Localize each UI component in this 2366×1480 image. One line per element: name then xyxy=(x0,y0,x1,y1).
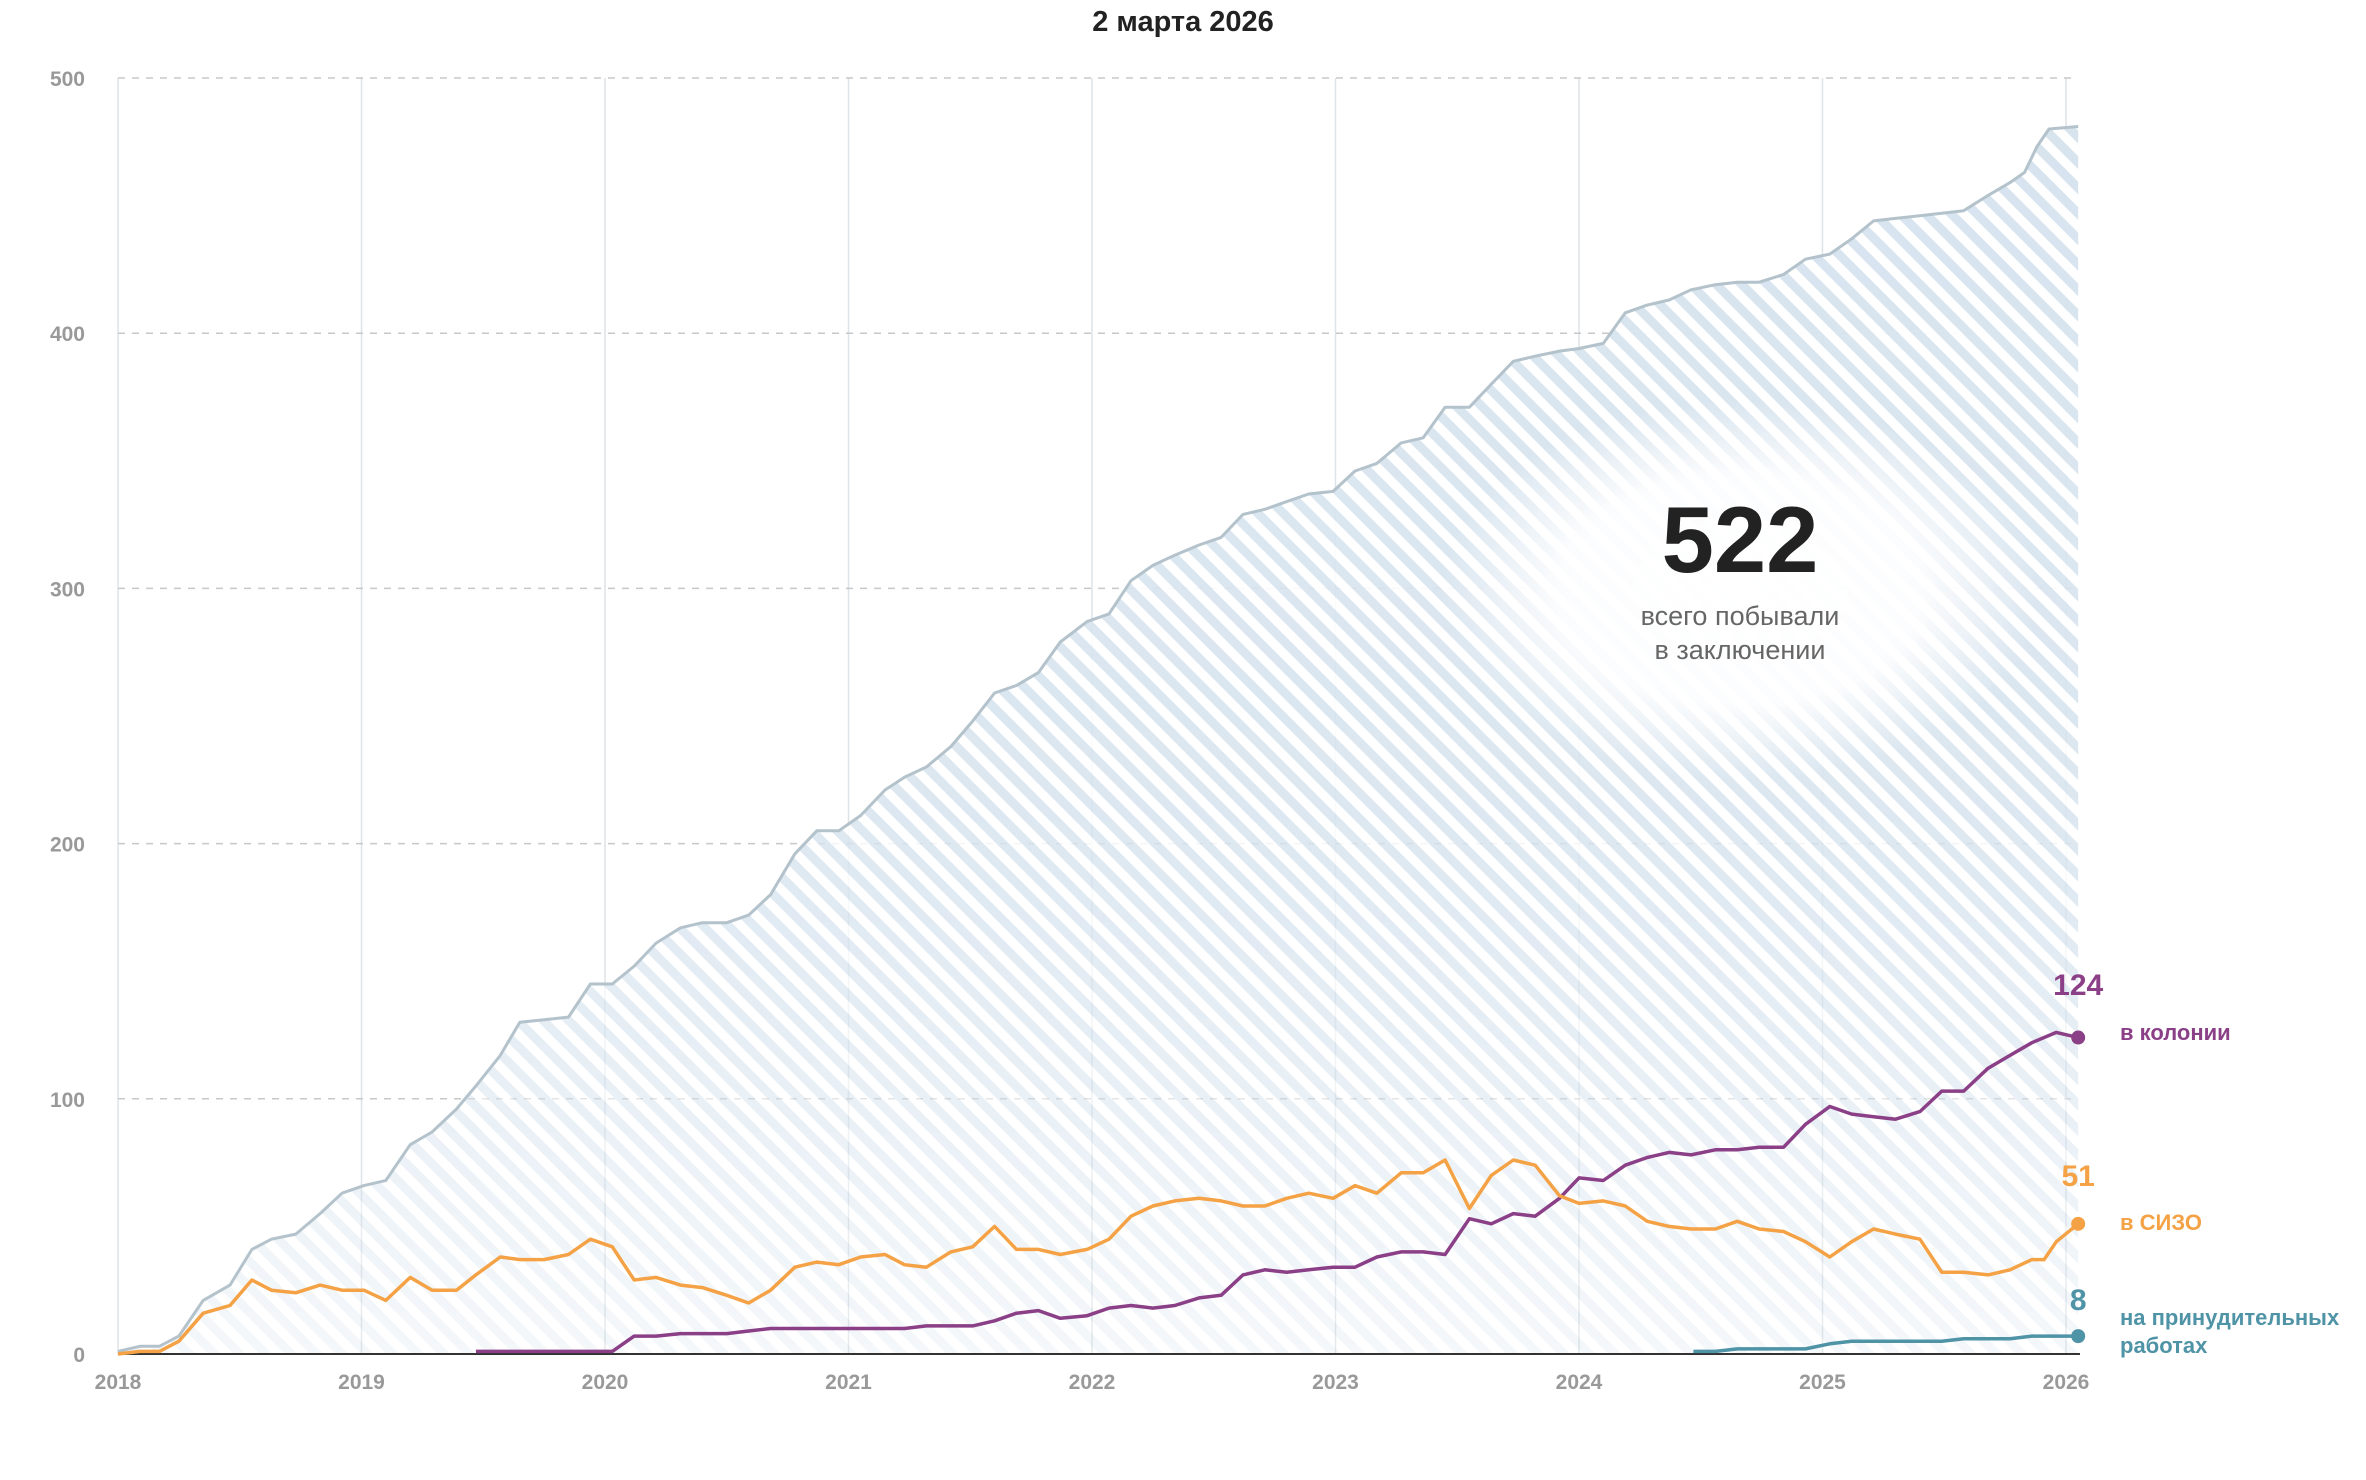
series-end-value: 51 xyxy=(2061,1160,2094,1193)
series-line-1 xyxy=(475,1030,2079,1354)
x-tick-label: 2024 xyxy=(1556,1371,1603,1394)
total-annotation-line1: всего побывали xyxy=(1641,601,1840,631)
series-end-dot xyxy=(2071,1216,2086,1231)
x-tick-label: 2026 xyxy=(2043,1371,2090,1394)
y-tick-label: 500 xyxy=(50,68,85,91)
chart-title: 2 марта 2026 xyxy=(1092,6,1274,38)
y-tick-label: 100 xyxy=(50,1089,85,1112)
series-line-2 xyxy=(117,1158,2080,1356)
x-tick-label: 2022 xyxy=(1069,1371,1116,1394)
series-end-dot xyxy=(2071,1030,2086,1045)
y-tick-label: 0 xyxy=(73,1344,85,1367)
y-tick-label: 400 xyxy=(50,323,85,346)
total-annotation-value: 522 xyxy=(1662,487,1819,592)
series-line-3 xyxy=(1693,1334,2079,1354)
x-tick-label: 2018 xyxy=(95,1371,142,1394)
series-end-dot xyxy=(2071,1329,2086,1344)
annotation-glow xyxy=(1440,400,2040,780)
x-tick-label: 2023 xyxy=(1312,1371,1359,1394)
series-name-label: на принудительных xyxy=(2120,1305,2340,1330)
x-tick-label: 2021 xyxy=(825,1371,872,1394)
x-tick-label: 2025 xyxy=(1799,1371,1846,1394)
y-tick-label: 300 xyxy=(50,578,85,601)
x-tick-label: 2020 xyxy=(582,1371,629,1394)
total-annotation-line2: в заключении xyxy=(1655,635,1826,665)
series-name-label: работах xyxy=(2120,1333,2208,1358)
series-end-value: 124 xyxy=(2053,969,2103,1002)
series-end-value: 8 xyxy=(2070,1284,2087,1317)
series-line-0 xyxy=(117,125,2079,1353)
y-tick-label: 200 xyxy=(50,834,85,857)
series-name-label: в колонии xyxy=(2120,1020,2231,1045)
x-tick-label: 2019 xyxy=(338,1371,385,1394)
series-name-label: в СИЗО xyxy=(2120,1210,2202,1235)
